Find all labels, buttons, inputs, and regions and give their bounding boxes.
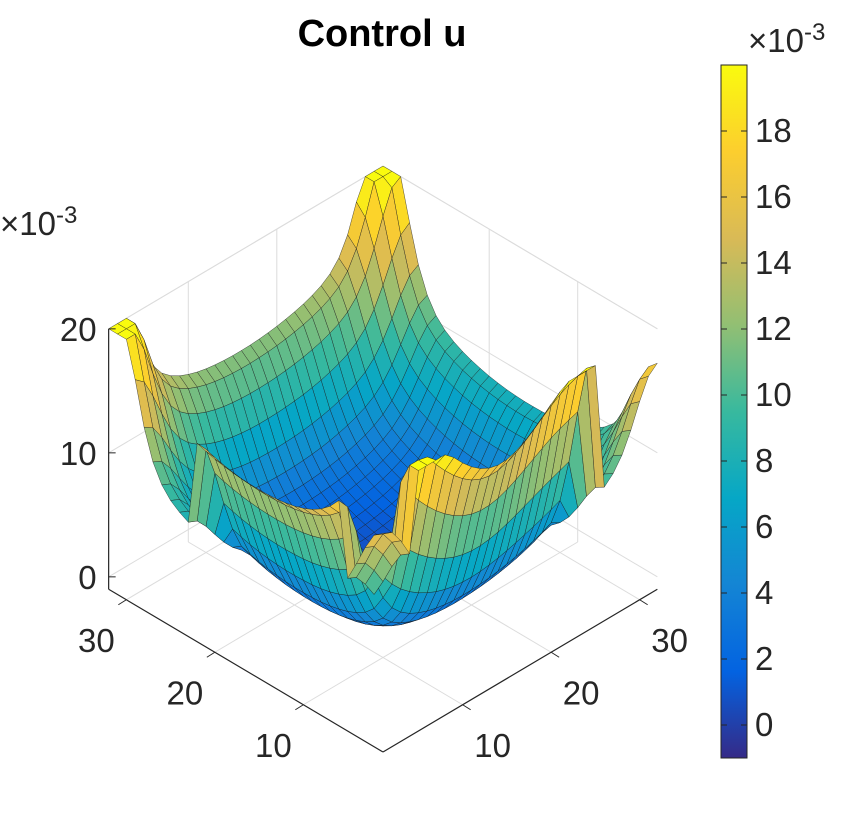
colorbar-tick-label: 18 bbox=[755, 112, 792, 149]
colorbar-tick-label: 8 bbox=[755, 442, 773, 479]
colorbar-tick-label: 10 bbox=[755, 376, 792, 413]
colorbar-tick-label: 14 bbox=[755, 244, 792, 281]
y-tick-mark bbox=[206, 651, 216, 658]
y-tick-mark bbox=[118, 599, 127, 606]
x-tick-label: 20 bbox=[563, 674, 600, 711]
colorbar-multiplier-exponent: -3 bbox=[804, 19, 825, 46]
x-tick-label: 30 bbox=[651, 622, 688, 659]
x-tick-mark bbox=[550, 651, 560, 658]
colorbar-tick-label: 2 bbox=[755, 640, 773, 677]
grid-line bbox=[188, 541, 463, 706]
colorbar bbox=[720, 64, 748, 759]
surface-face bbox=[374, 532, 392, 536]
colorbar-tick-label: 16 bbox=[755, 178, 792, 215]
z-axis-multiplier-base: ×10 bbox=[0, 205, 56, 242]
colorbar-tick-label: 0 bbox=[755, 706, 773, 743]
x-tick-label: 10 bbox=[474, 727, 511, 764]
surface-plot bbox=[108, 165, 658, 627]
colorbar-tick-label: 6 bbox=[755, 508, 773, 545]
grid-line bbox=[303, 541, 578, 706]
z-axis-multiplier-exponent: -3 bbox=[56, 202, 77, 229]
z-tick-label: 10 bbox=[60, 435, 97, 472]
x-tick-mark bbox=[462, 704, 471, 711]
x-tick-mark bbox=[639, 599, 648, 606]
axes-lines bbox=[108, 328, 658, 753]
z-tick-label: 20 bbox=[60, 311, 97, 348]
y-axis-line bbox=[108, 588, 384, 753]
colorbar-tick-label: 12 bbox=[755, 310, 792, 347]
y-tick-label: 10 bbox=[255, 727, 292, 764]
z-axis-multiplier: ×10-3 bbox=[0, 202, 77, 242]
axis-tick-labels: 10 20 30 10 20 30 0 10 20 bbox=[60, 311, 688, 764]
chart-title: Control u bbox=[298, 13, 467, 55]
x-axis-line bbox=[382, 588, 658, 753]
colorbar-multiplier-base: ×10 bbox=[748, 22, 804, 59]
colorbar-multiplier: ×10-3 bbox=[748, 19, 825, 59]
colorbar-tick-label: 4 bbox=[755, 574, 773, 611]
z-tick-label: 0 bbox=[78, 559, 96, 596]
colorbar-ticks: 0 2 4 6 8 10 12 14 16 18 bbox=[721, 112, 792, 743]
y-tick-label: 20 bbox=[166, 674, 203, 711]
y-tick-label: 30 bbox=[78, 622, 115, 659]
y-tick-mark bbox=[295, 704, 304, 711]
